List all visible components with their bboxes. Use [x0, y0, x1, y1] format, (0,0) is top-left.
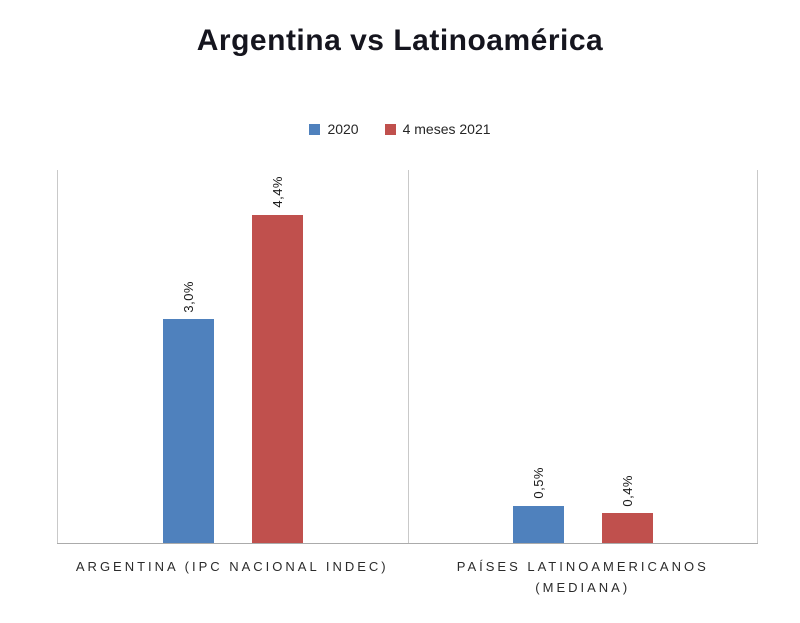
- data-label-argentina-2020: 3,0%: [180, 280, 196, 313]
- bar-argentina-2020: [162, 319, 214, 543]
- plot-area: 3,0% 4,4% 0,5% 0,4%: [57, 170, 758, 544]
- legend-label-2020: 2020: [327, 121, 359, 137]
- legend-item-4-meses-2021: 4 meses 2021: [384, 121, 491, 137]
- category-group-latinoamerica: 0,5% 0,4%: [407, 170, 758, 543]
- bar-wrap-latam-2020: 0,5%: [512, 170, 564, 543]
- bar-latam-2021: [601, 513, 653, 543]
- legend-label-4-meses-2021: 4 meses 2021: [402, 121, 491, 137]
- bar-latam-2020: [512, 505, 564, 543]
- category-group-argentina: 3,0% 4,4%: [57, 170, 408, 543]
- chart-title: Argentina vs Latinoamérica: [196, 24, 604, 57]
- bar-argentina-2021: [251, 214, 303, 543]
- bar-wrap-argentina-2020: 3,0%: [162, 170, 214, 543]
- data-label-argentina-2021: 4,4%: [269, 176, 285, 208]
- data-label-latam-2020: 0,5%: [530, 467, 546, 499]
- legend: 2020 4 meses 2021: [0, 120, 800, 138]
- data-label-latam-2021: 0,4%: [619, 474, 635, 507]
- category-label-argentina: ARGENTINA (IPC NACIONAL INDEC): [75, 559, 389, 574]
- legend-swatch-4-meses-2021: [384, 123, 396, 135]
- category-label-latinoamerica: PAÍSES LATINOAMERICANOS (MEDIANA): [456, 559, 709, 595]
- legend-swatch-2020: [309, 123, 321, 135]
- x-axis-labels: ARGENTINA (IPC NACIONAL INDEC) PAÍSES LA…: [57, 544, 758, 598]
- legend-item-2020: 2020: [309, 121, 359, 137]
- bar-wrap-latam-2021: 0,4%: [601, 170, 653, 543]
- bar-wrap-argentina-2021: 4,4%: [251, 170, 303, 543]
